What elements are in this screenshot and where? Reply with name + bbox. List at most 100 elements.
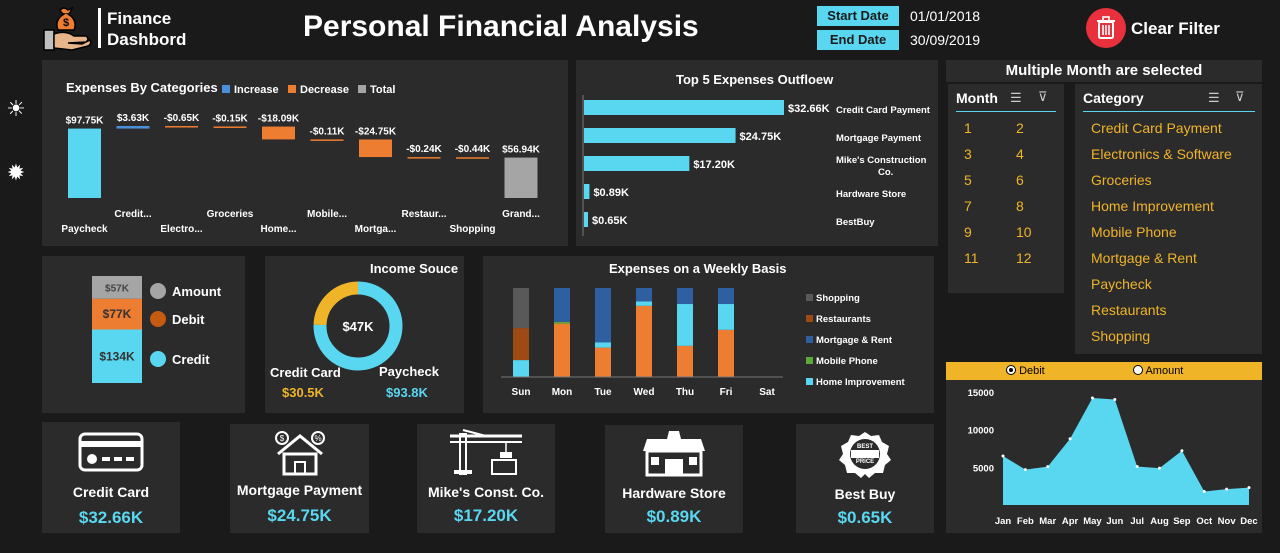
multi-select-icon[interactable]: ☰ [1010,90,1022,105]
radio-empty-icon [1133,365,1143,375]
month-slicer-item[interactable]: 11 [964,250,979,266]
weekly-legend-label: Restaurants [816,314,871,325]
weekly-legend-swatch [806,357,813,364]
weekly-legend-label: Mobile Phone [816,356,878,367]
category-slicer-item[interactable]: Credit Card Payment [1091,120,1222,136]
weekly-legend-swatch [806,378,813,385]
top5-category-label: Co. [878,167,893,178]
start-date-value[interactable]: 01/01/2018 [910,8,981,24]
legend-total: Total [358,84,395,96]
debit-radio[interactable]: Debit [1006,365,1045,377]
month-slicer: Month ☰ ⊽ 1 2 3 4 5 6 7 8 9 10 11 12 [948,84,1064,293]
header: $ Finance Dashbord Personal Financial An… [0,0,1280,58]
weekly-bar-segment [513,328,529,361]
multi-select-icon[interactable]: ☰ [1208,90,1220,105]
top5-category-label: Hardware Store [836,189,906,200]
kpi-value: $0.65K [837,508,893,527]
top5-bar [584,212,588,227]
month-slicer-item[interactable]: 7 [964,198,972,214]
category-slicer-item[interactable]: Groceries [1091,172,1152,188]
top5-expenses-panel: Top 5 Expenses Outfloew $32.66K $24.75K $1… [576,60,938,246]
weekly-bar-segment [595,288,611,343]
category-slicer-item[interactable]: Electronics & Software [1091,146,1232,162]
weekly-bar-segment [677,288,693,305]
clear-slicer-filter-icon[interactable]: ⊽ [1038,89,1048,104]
svg-text:PRICE: PRICE [856,459,874,465]
month-selection-text: Multiple Month are selected [1005,62,1203,79]
area-point [1180,449,1184,453]
income-source-title: Income Souce [370,261,459,276]
kpi-construction: Mike's Const. Co. $17.20K [417,424,555,533]
credit-card-icon [78,432,144,477]
month-slicer-item[interactable]: 8 [1016,198,1024,214]
weekly-bar-segment [718,329,734,377]
kpi-name: Mortgage Payment [236,482,363,498]
waterfall-category-label: Credit... [114,209,151,220]
weekly-bar-segment [636,288,652,302]
month-slicer-item[interactable]: 4 [1016,146,1024,162]
waterfall-data-label: -$0.24K [406,144,442,155]
top5-value-label: $17.20K [693,159,735,171]
top5-value-label: $0.89K [593,187,629,199]
weekly-bar-segment [513,360,529,377]
category-slicer-item[interactable]: Shopping [1091,328,1151,344]
weekly-bar-segment [677,345,693,377]
settings-icon[interactable]: ✹ [6,160,26,185]
area-point [1158,466,1162,470]
waterfall-category-label: Mobile... [307,209,347,220]
month-slicer-item[interactable]: 2 [1016,120,1024,136]
donut-slice-name: Paycheck [379,364,440,379]
month-slicer-item[interactable]: 1 [964,120,972,136]
waterfall-data-label: -$24.75K [355,126,397,137]
kpi-name: Credit Card [72,484,150,500]
weekly-day-label: Mon [552,387,573,398]
weekly-bar-segment [554,323,570,377]
app-name: Finance Dashbord [107,8,186,50]
category-slicer-item[interactable]: Mobile Phone [1091,224,1177,240]
kpi-mortgage: $% Mortgage Payment $24.75K [230,424,369,533]
waterfall-category-label: Electro... [160,224,202,235]
area-x-tick-label: Oct [1196,516,1213,527]
area-x-tick-label: Nov [1218,516,1237,527]
month-slicer-item[interactable]: 9 [964,224,972,240]
end-date-value[interactable]: 30/09/2019 [910,32,981,48]
category-slicer-item[interactable]: Restaurants [1091,302,1167,318]
weekly-title: Expenses on a Weekly Basis [609,261,787,276]
top5-chart: $32.66K $24.75K $17.20K $0.89K $0.65K Credit … [582,95,931,236]
area-point [1247,486,1251,490]
category-slicer-item[interactable]: Mortgage & Rent [1091,250,1197,266]
month-slicer-item[interactable]: 3 [964,146,972,162]
area-x-tick-label: Feb [1017,516,1034,527]
month-slicer-item[interactable]: 12 [1016,250,1032,266]
month-slicer-item[interactable]: 10 [1016,224,1032,240]
sun-icon[interactable]: ☀ [6,96,26,121]
kpi-best-buy: BEST PRICE Best Buy $0.65K [796,424,934,533]
amount-radio-label: Amount [1145,365,1184,377]
area-x-tick-label: Aug [1150,516,1169,527]
month-slicer-item[interactable]: 5 [964,172,972,188]
income-source-donut: $47K Credit Card $30.5K Paycheck $93.8K [270,281,440,400]
donut-slice-credit-card [313,281,359,326]
clear-slicer-filter-icon[interactable]: ⊽ [1235,89,1245,104]
month-slicer-item[interactable]: 6 [1016,172,1024,188]
legend-label-debit: Debit [172,312,205,327]
legend-dot-debit [150,311,166,327]
area-y-tick-label: 15000 [968,388,994,399]
category-slicer-item[interactable]: Home Improvement [1091,198,1214,214]
income-source-panel: Income Souce $47K Credit Card $30.5K Payche… [265,256,464,413]
weekly-bar-segment [595,347,611,377]
area-point [1225,487,1229,491]
weekly-bar-segment [677,304,693,346]
kpi-value: $17.20K [453,506,519,525]
amount-radio[interactable]: Amount [1133,365,1183,377]
category-slicer-item[interactable]: Paycheck [1091,276,1152,292]
weekly-bar-segment [718,288,734,305]
clear-filter-button[interactable]: Clear Filter [1086,8,1256,48]
area-x-tick-label: Dec [1240,516,1257,527]
top5-title: Top 5 Expenses Outfloew [676,72,834,87]
weekly-bar-segment [554,321,570,324]
end-date-label: End Date [817,30,899,50]
best-price-badge-icon: BEST PRICE [837,430,893,485]
category-slicer-title: Category [1083,90,1144,106]
waterfall-bar [456,157,489,159]
